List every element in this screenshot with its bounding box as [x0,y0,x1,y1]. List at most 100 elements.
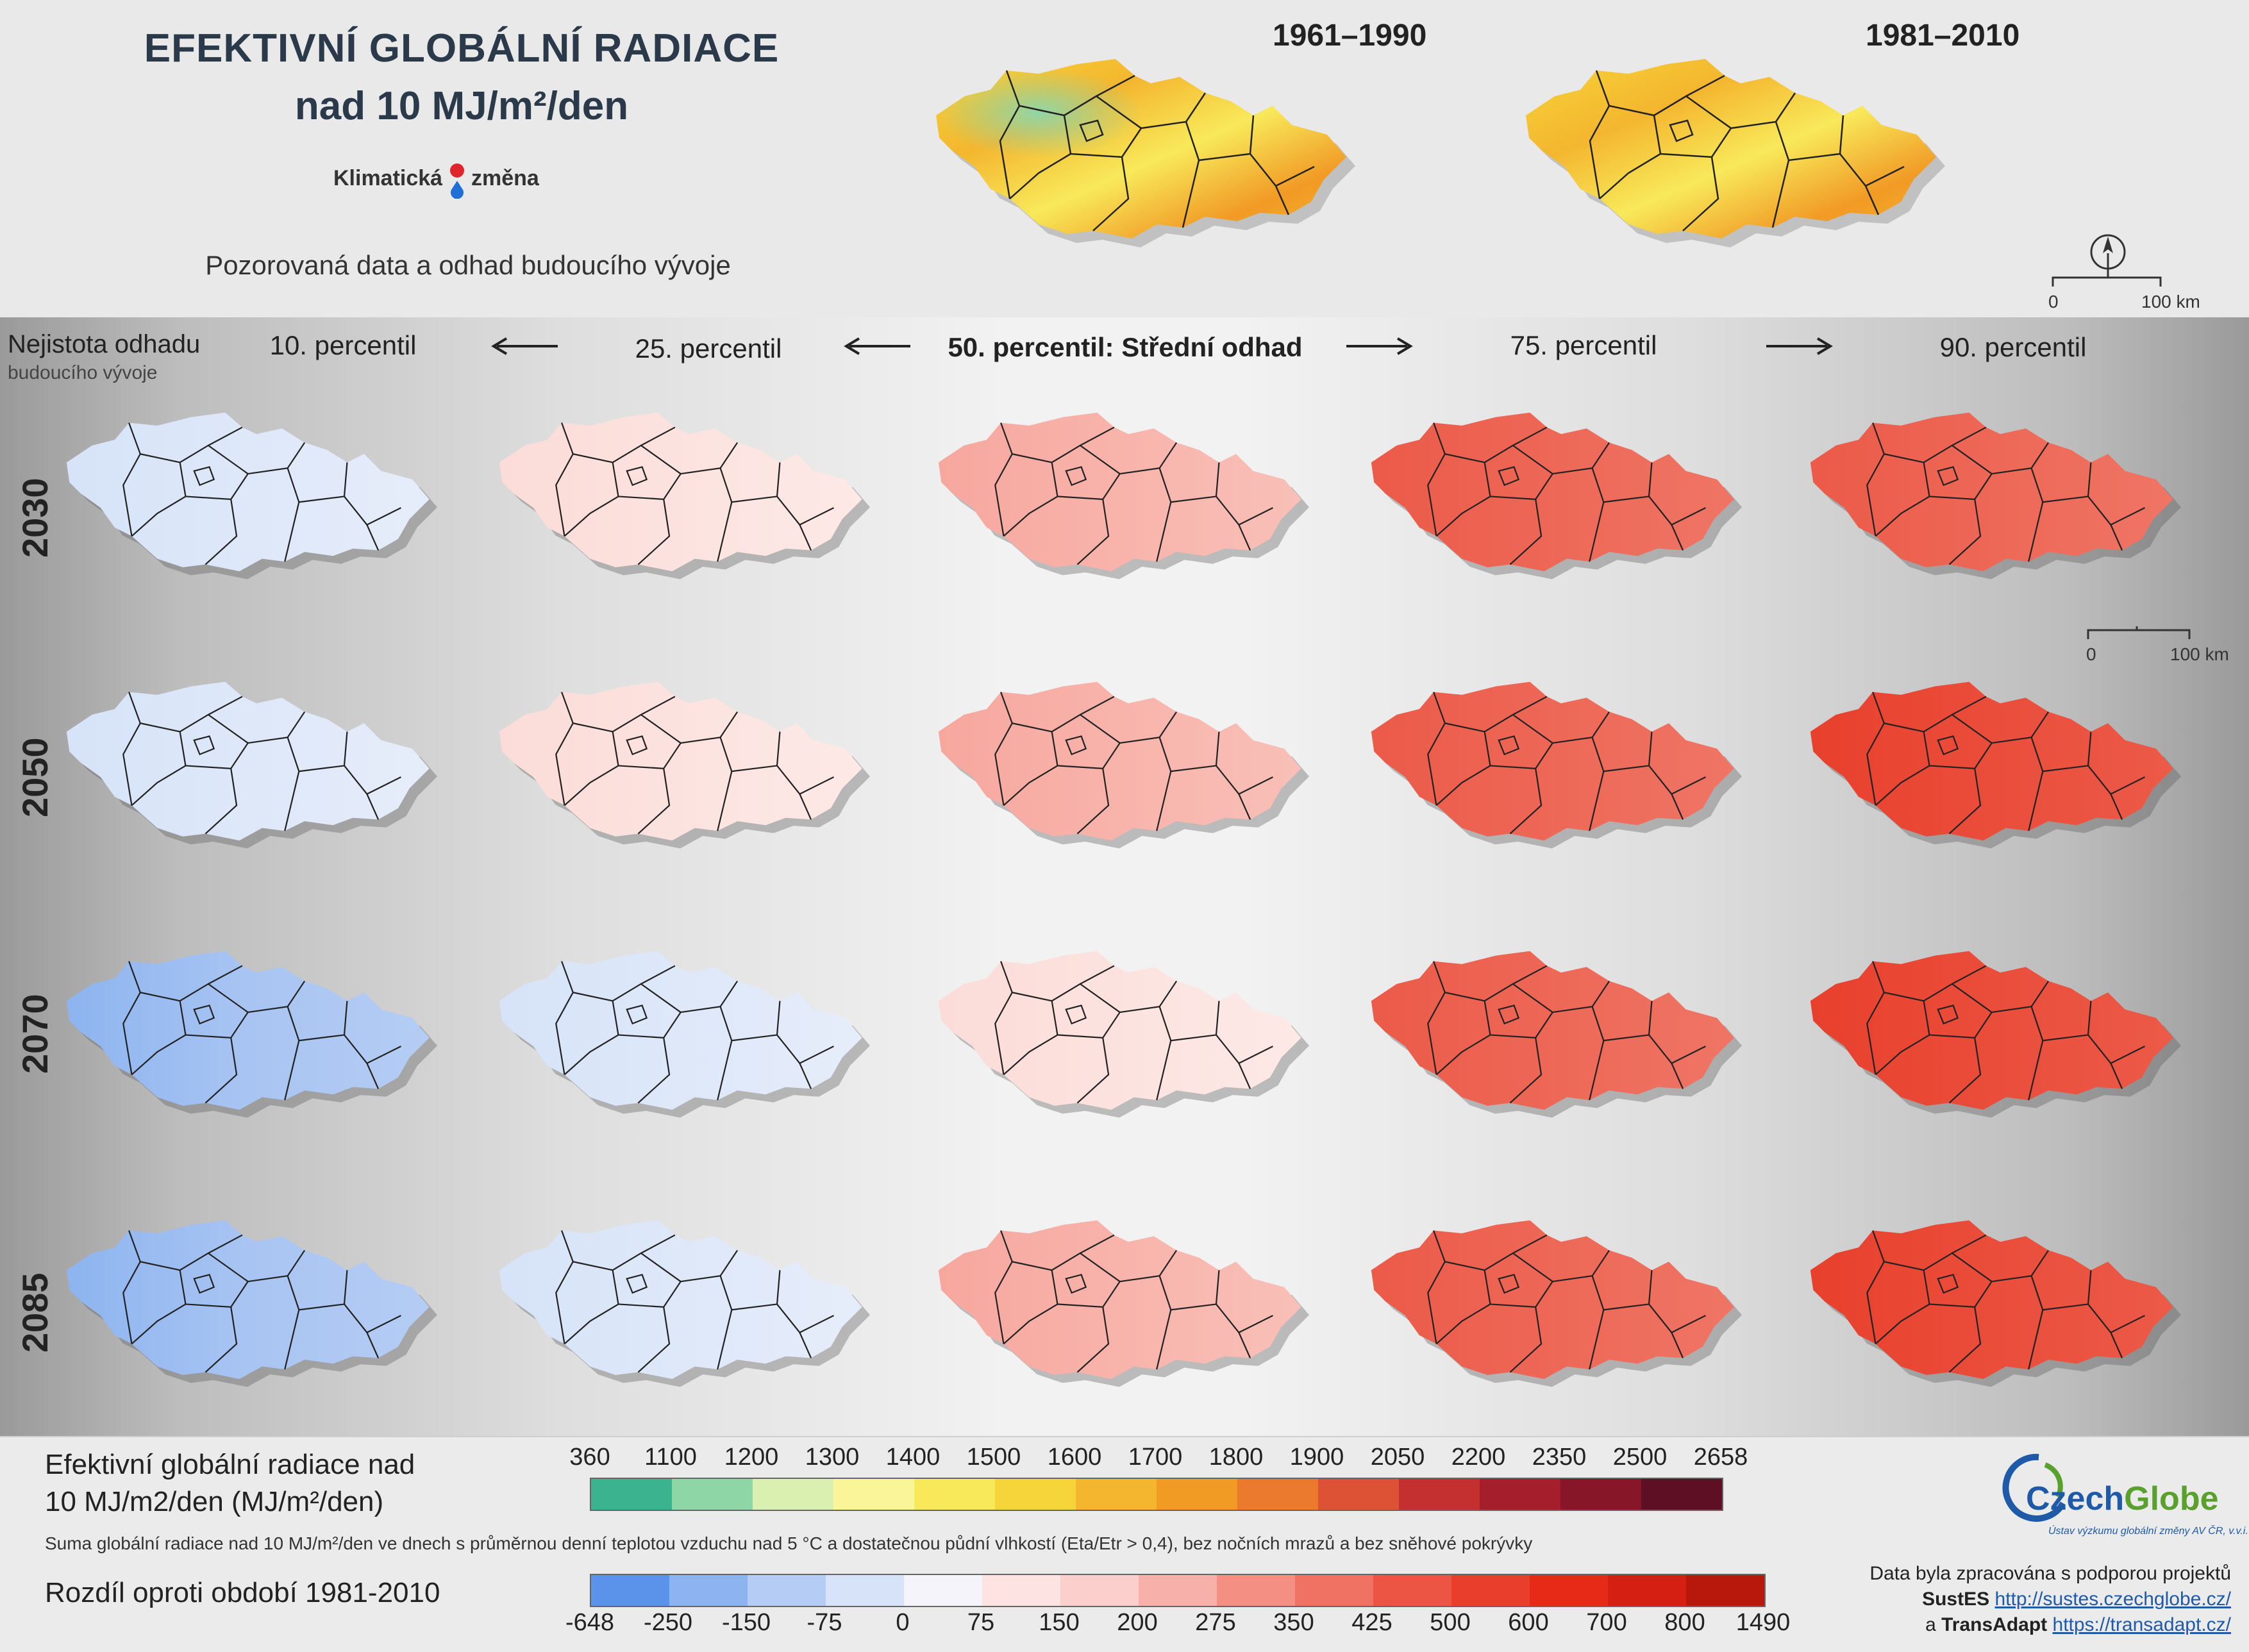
legend-swatch [591,1575,669,1606]
scenario-map-2070-col1 [66,951,438,1118]
legend-abs-colorbar [590,1478,1723,1511]
legend-swatch [753,1479,833,1510]
legend-tick: 1500 [966,1444,1021,1471]
row-label-2070: 2070 [15,994,55,1074]
legend-swatch [1217,1575,1295,1606]
scenario-map-2030-col3 [938,412,1310,580]
period-label-1: 1961–1990 [1273,19,1427,53]
row-label-2030: 2030 [15,478,55,558]
scalebar-icon [2087,626,2191,639]
legend-diff-title: Rozdíl oproti období 1981-2010 [45,1577,440,1608]
legend-swatch [1237,1479,1318,1510]
legend-tick: 1600 [1047,1444,1102,1471]
transadapt-link[interactable]: https://transadapt.cz/ [2052,1614,2231,1635]
legend-swatch [982,1575,1060,1606]
legend-swatch [1399,1479,1480,1510]
legend-panel [0,1436,2249,1652]
legend-swatch [1451,1575,1530,1606]
scenario-map-2085-col2 [499,1220,871,1387]
description: Pozorovaná data a odhad budoucího vývoje [205,250,731,280]
legend-tick: 2658 [1693,1444,1748,1471]
legend-tick: 1400 [885,1444,941,1471]
brand-left: Klimatická [333,165,443,190]
arrow-left-icon [491,337,558,355]
column-header-p50: 50. percentil: Střední odhad [948,332,1303,362]
legend-tick: 425 [1351,1609,1392,1636]
legend-swatch [1318,1479,1399,1510]
legend-swatch [672,1479,753,1510]
legend-swatch [669,1575,748,1606]
legend-tick: 1300 [805,1444,860,1471]
legend-tick: 150 [1039,1609,1080,1636]
legend-swatch [1480,1479,1560,1510]
map-subtitle-unit: nad 10 MJ/m²/den [294,84,629,128]
legend-swatch [1373,1575,1451,1606]
legend-abs-title-2: 10 MJ/m2/den (MJ/m²/den) [45,1486,384,1517]
legend-swatch [1530,1575,1608,1606]
scenario-map-2070-col4 [1371,951,1743,1118]
scalebar-end: 100 km [2141,292,2200,312]
scalebar-start: 0 [2048,292,2059,312]
scenario-map-2030-col2 [499,412,871,580]
legend-tick: 1100 [644,1444,697,1471]
legend-swatch [1641,1479,1722,1510]
legend-swatch [591,1479,672,1510]
scenario-map-2050-col5 [1810,681,2182,849]
scenario-map-2085-col3 [938,1220,1310,1387]
credits-prefix: a [1925,1614,1936,1635]
legend-tick: 75 [967,1609,995,1636]
legend-swatch [1157,1479,1237,1510]
brand-right: změna [471,165,539,190]
legend-tick: -648 [565,1609,615,1636]
scenario-map-2050-col4 [1371,681,1743,849]
legend-tick: 700 [1586,1609,1627,1636]
column-header-p25: 25. percentil [635,333,782,363]
legend-swatch [1295,1575,1373,1606]
uncertainty-label: Nejistota odhadu [8,330,201,358]
legend-tick: 1700 [1128,1444,1183,1471]
legend-swatch [1686,1575,1764,1606]
legend-tick: 200 [1117,1609,1158,1636]
sustes-link[interactable]: http://sustes.czechglobe.cz/ [1994,1589,2231,1610]
scenario-map-2030-col1 [66,412,438,580]
credits-line1: Data byla zpracována s podporou projektů [1869,1563,2231,1584]
legend-swatch [1076,1479,1157,1510]
legend-swatch [904,1575,982,1606]
legend-tick: -75 [807,1609,842,1636]
arrow-left-icon-2 [844,337,910,355]
legend-swatch [748,1575,826,1606]
scalebar-start-2: 0 [2086,644,2096,664]
column-header-p90: 90. percentil [1939,332,2087,362]
project-transadapt: TransAdapt [1941,1614,2048,1635]
row-label-2050: 2050 [15,737,55,817]
legend-tick: 1200 [724,1444,779,1471]
legend-tick: 275 [1195,1609,1236,1636]
row-label-2085: 2085 [15,1272,55,1353]
legend-tick: 0 [896,1609,910,1636]
legend-swatch [914,1479,995,1510]
legend-tick: -150 [721,1609,771,1636]
scalebar-end-2: 100 km [2170,644,2229,664]
legend-tick: 2050 [1370,1444,1425,1471]
legend-swatch [826,1575,904,1606]
czechglobe-name-2: Globe [2124,1480,2219,1517]
legend-tick: -250 [643,1609,693,1636]
legend-tick: 500 [1430,1609,1471,1636]
legend-abs-title: Efektivní globální radiace nad [45,1449,415,1480]
czechglobe-logo: CzechGlobe [2026,1480,2219,1518]
arrow-right-icon [1346,337,1413,355]
scenario-map-2070-col3 [938,951,1310,1118]
observed-map-1961-1990 [936,59,1355,247]
czechglobe-tagline: Ústav výzkumu globální změny AV ČR, v.v.… [2048,1526,2248,1537]
legend-tick: 350 [1273,1609,1314,1636]
scenario-map-2030-col5 [1810,412,2182,580]
period-label-2: 1981–2010 [1866,19,2020,53]
legend-tick: 360 [569,1444,610,1471]
drop-icon [449,163,464,199]
arrow-right-icon-2 [1766,337,1833,355]
scenario-map-2050-col1 [66,681,438,849]
project-sustes: SustES [1922,1589,1990,1610]
legend-tick: 1800 [1208,1444,1264,1471]
scenario-map-2085-col4 [1371,1220,1743,1387]
scenario-map-2085-col1 [66,1220,438,1387]
